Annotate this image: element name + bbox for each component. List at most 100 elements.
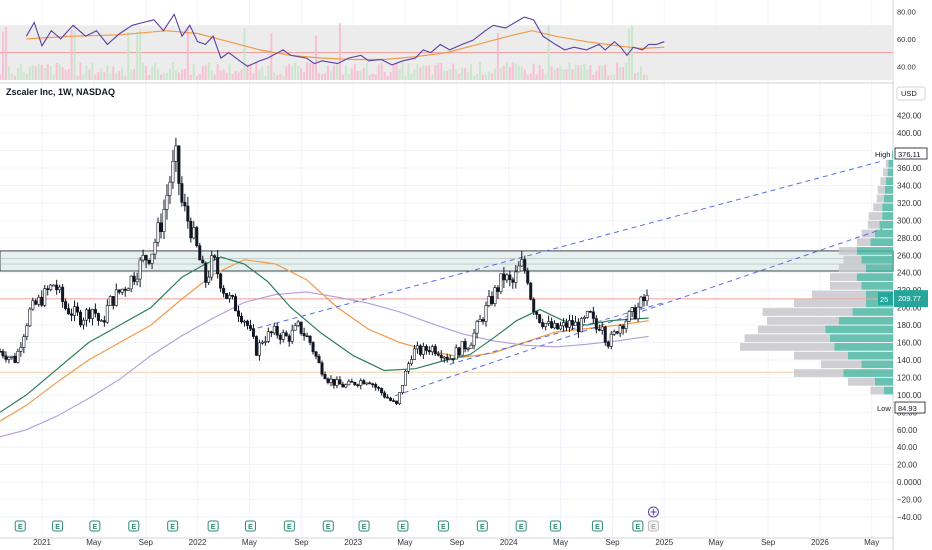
rsi-volume-bar xyxy=(10,73,13,80)
rsi-volume-bar xyxy=(303,72,306,80)
candle-body xyxy=(368,382,372,385)
earnings-icon-letter: E xyxy=(287,524,292,531)
rsi-volume-bar xyxy=(425,65,428,80)
rsi-volume-bar xyxy=(589,65,592,80)
earnings-icon[interactable] xyxy=(207,520,219,532)
price-tick-label: 60.00 xyxy=(897,426,918,435)
candle-body xyxy=(99,320,103,322)
rsi-volume-bar xyxy=(106,65,109,80)
candle-body xyxy=(380,388,384,394)
earnings-icon[interactable] xyxy=(52,520,64,532)
candle-body xyxy=(451,358,455,361)
earnings-icon-upcoming[interactable] xyxy=(647,520,659,532)
earnings-icon[interactable] xyxy=(437,520,449,532)
candle-body xyxy=(222,287,226,294)
rsi-tick-label: 60.00 xyxy=(897,35,916,44)
volume-profile-up-bar xyxy=(884,386,893,395)
rsi-volume-bar xyxy=(374,74,377,80)
currency-label[interactable]: USD xyxy=(901,89,917,98)
earnings-icon[interactable] xyxy=(283,520,295,532)
rsi-volume-bar xyxy=(219,70,222,80)
rsi-volume-bar xyxy=(139,29,142,81)
rsi-volume-bar xyxy=(133,69,136,80)
rsi-volume-bar xyxy=(479,62,482,80)
candle-body xyxy=(529,282,533,300)
earnings-icon[interactable] xyxy=(397,520,409,532)
rsi-volume-bar xyxy=(61,67,64,80)
earnings-icon[interactable] xyxy=(515,520,527,532)
rsi-volume-bar xyxy=(88,69,91,80)
candle-body xyxy=(162,209,166,232)
candle-body xyxy=(55,284,59,290)
earnings-icon[interactable] xyxy=(14,520,26,532)
candle-body xyxy=(231,295,235,297)
rsi-volume-bar xyxy=(168,68,171,80)
volume-profile-up-bar xyxy=(857,273,893,281)
volume-profile-down-bar xyxy=(830,273,857,281)
rsi-volume-bar xyxy=(496,33,499,80)
candle-body xyxy=(496,287,500,292)
earnings-icon-letter: E xyxy=(170,524,175,531)
candle-body xyxy=(538,314,542,323)
candle-body xyxy=(481,319,485,322)
candle-body xyxy=(535,311,539,315)
earnings-icon[interactable] xyxy=(128,520,140,532)
candle-body xyxy=(585,311,589,318)
earnings-icon[interactable] xyxy=(322,520,334,532)
rsi-volume-bar xyxy=(443,70,446,80)
rsi-volume-bar xyxy=(571,69,574,80)
candle-body xyxy=(624,320,628,329)
candle-body xyxy=(454,347,458,360)
volume-profile-down-bar xyxy=(876,194,884,203)
candle-body xyxy=(383,392,387,398)
trendline xyxy=(394,228,883,397)
earnings-icon[interactable] xyxy=(358,520,370,532)
volume-profile-down-bar xyxy=(868,212,883,220)
rsi-volume-bar xyxy=(452,63,455,80)
candle-body xyxy=(138,259,142,280)
rsi-volume-bar xyxy=(335,64,338,80)
candle-body xyxy=(90,309,94,319)
trendlines xyxy=(248,160,883,397)
candle-body xyxy=(165,195,169,210)
candle-body xyxy=(186,205,190,222)
price-tick-label: 160.00 xyxy=(897,339,922,348)
rsi-volume-bar xyxy=(541,69,544,80)
rsi-volume-bar xyxy=(535,74,538,80)
candle-body xyxy=(269,331,273,334)
rsi-volume-bar xyxy=(94,74,97,80)
price-tick-label: 300.00 xyxy=(897,216,922,225)
candle-body xyxy=(4,355,8,360)
rsi-volume-bar xyxy=(646,75,649,80)
currency-box[interactable] xyxy=(896,86,926,101)
volume-profile-down-bar xyxy=(740,343,835,351)
high-value-box xyxy=(894,147,928,160)
volume-profile-up-bar xyxy=(830,334,893,343)
rsi-volume-bar xyxy=(634,73,637,80)
earnings-icon[interactable] xyxy=(632,520,644,532)
candle-body xyxy=(16,350,20,363)
volume-profile-down-bar xyxy=(870,386,884,395)
volume-profile-up-bar xyxy=(875,229,893,238)
date-tick-label: 2024 xyxy=(500,538,518,547)
earnings-icon-letter: E xyxy=(636,524,641,531)
earnings-icon[interactable] xyxy=(549,520,561,532)
earnings-icon[interactable] xyxy=(476,520,488,532)
earnings-icon[interactable] xyxy=(244,520,256,532)
earnings-icon[interactable] xyxy=(167,520,179,532)
earnings-icon-letter: E xyxy=(211,524,216,531)
rsi-volume-bar xyxy=(428,65,431,80)
rsi-volume-bar xyxy=(112,66,115,80)
rsi-volume-bar xyxy=(165,73,168,80)
candle-body xyxy=(180,183,184,203)
candle-body xyxy=(386,396,390,399)
rsi-volume-bar xyxy=(13,75,16,80)
earnings-icon[interactable] xyxy=(89,520,101,532)
candle-body xyxy=(192,227,196,239)
earnings-icon[interactable] xyxy=(591,520,603,532)
candle-body xyxy=(73,306,77,316)
candle-body xyxy=(389,397,393,401)
candle-body xyxy=(70,313,74,316)
volume-profile-down-bar xyxy=(744,334,830,343)
